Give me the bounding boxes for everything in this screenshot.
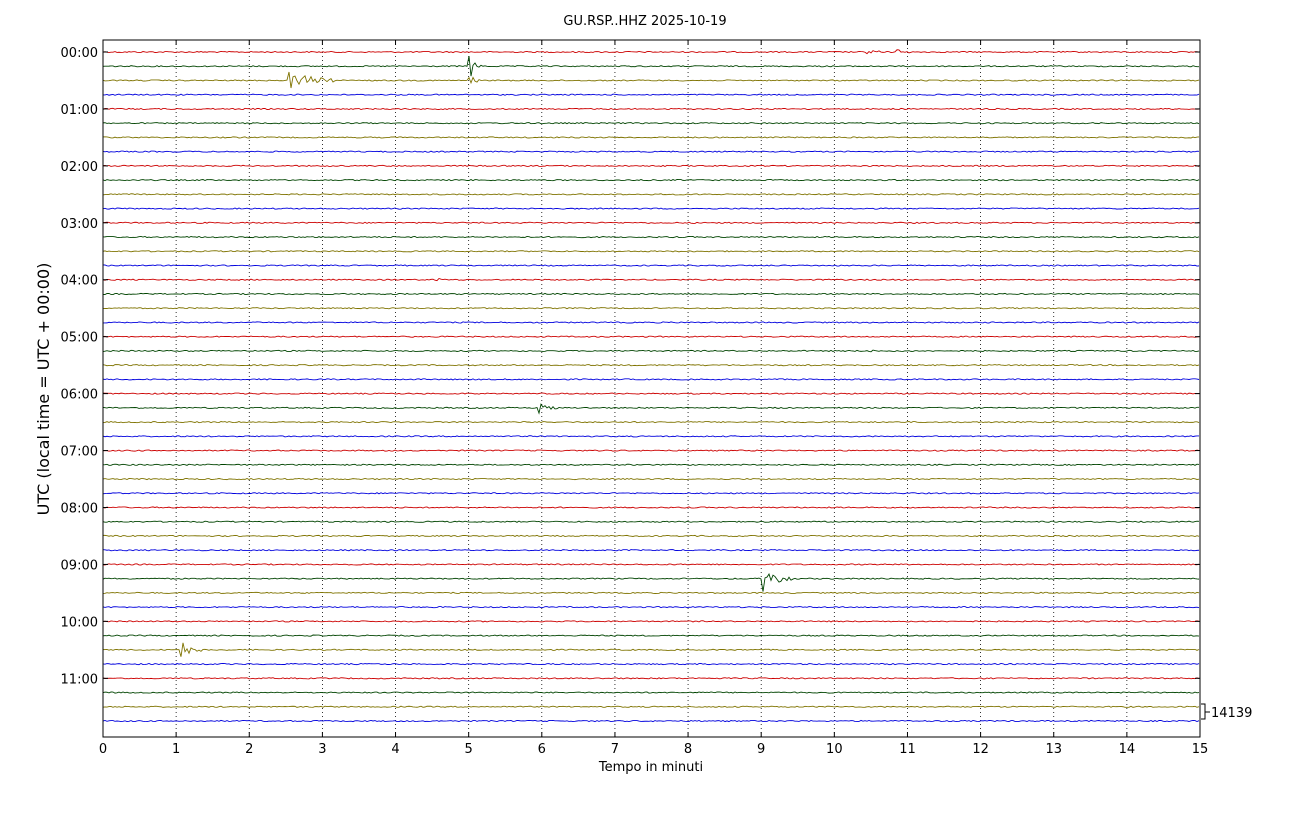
y-tick-label: 11:00 (61, 672, 98, 687)
trace-line (102, 235, 1200, 239)
trace-line (102, 292, 1200, 296)
y-tick-label: 09:00 (61, 558, 98, 573)
trace-line (102, 71, 1200, 89)
trace-line (102, 403, 1200, 415)
x-axis-label: Tempo in minuti (598, 760, 703, 775)
x-tick-label: 12 (972, 742, 989, 757)
trace-line (102, 463, 1200, 466)
trace-line (102, 591, 1200, 594)
trace-line (102, 719, 1200, 723)
trace-line (102, 164, 1200, 167)
y-tick-label: 08:00 (61, 501, 98, 516)
trace-line (102, 321, 1200, 324)
trace-line (102, 179, 1200, 182)
trace-line (102, 250, 1200, 253)
y-tick-label: 06:00 (61, 388, 98, 403)
trace-line (102, 221, 1200, 224)
x-tick-label: 0 (99, 742, 107, 757)
trace-line (102, 364, 1200, 367)
trace-line (102, 150, 1200, 153)
x-tick-label: 15 (1192, 742, 1209, 757)
y-tick-label: 07:00 (61, 445, 98, 460)
trace-line (102, 620, 1200, 623)
trace-line (102, 506, 1200, 509)
trace-line (102, 122, 1200, 125)
x-tick-label: 6 (538, 742, 546, 757)
trace-line (102, 606, 1200, 609)
y-tick-label: 02:00 (61, 160, 98, 175)
trace-line (102, 477, 1200, 481)
y-tick-label: 04:00 (61, 274, 98, 289)
trace-line (102, 705, 1200, 708)
seismic-traces (102, 49, 1200, 723)
x-tick-label: 5 (465, 742, 473, 757)
trace-line (102, 277, 1200, 282)
trace-line (102, 677, 1200, 680)
trace-line (102, 107, 1200, 111)
x-tick-label: 4 (391, 742, 399, 757)
trace-line (102, 662, 1200, 666)
x-tick-label: 1 (172, 742, 180, 757)
trace-line (102, 642, 1200, 657)
x-tick-label: 2 (245, 742, 253, 757)
x-tick-label: 10 (826, 742, 843, 757)
y-axis-label: UTC (local time = UTC + 00:00) (34, 263, 53, 516)
trace-line (103, 534, 1200, 538)
trace-line (102, 93, 1200, 96)
plot-frame (102, 39, 1201, 738)
y-axis-ticks: 00:00 01:00 02:00 03:00 04:00 05:00 06:00 07:00… (61, 46, 1200, 687)
trace-line (102, 207, 1200, 210)
trace-line (102, 691, 1200, 694)
trace-line (102, 49, 1200, 55)
x-axis-ticks: 0 1 2 3 4 5 6 7 8 9 10 11 12 13 14 15 (99, 40, 1208, 757)
y-tick-label: 01:00 (61, 103, 98, 118)
trace-line (102, 136, 1200, 139)
scale-bar: 14139 (1201, 703, 1252, 721)
trace-line (102, 378, 1200, 381)
trace-line (102, 573, 1200, 592)
x-tick-label: 7 (611, 742, 619, 757)
trace-line (102, 55, 1200, 77)
trace-line (102, 335, 1200, 338)
trace-line (102, 392, 1200, 395)
y-tick-label: 03:00 (61, 217, 98, 232)
trace-line (102, 520, 1200, 523)
y-tick-label: 10:00 (61, 615, 98, 630)
chart-title: GU.RSP..HHZ 2025-10-19 (563, 14, 726, 29)
trace-line (102, 193, 1200, 196)
trace-line (102, 307, 1200, 310)
y-tick-label: 00:00 (61, 46, 98, 61)
trace-line (102, 634, 1200, 637)
trace-line (102, 435, 1200, 438)
scale-bar-label: 14139 (1211, 706, 1252, 721)
y-tick-label: 05:00 (61, 331, 98, 346)
x-tick-label: 13 (1045, 742, 1062, 757)
trace-line (102, 492, 1200, 495)
trace-line (102, 449, 1200, 452)
x-tick-label: 8 (684, 742, 692, 757)
trace-line (103, 563, 1200, 566)
trace-line (102, 549, 1200, 552)
x-tick-label: 9 (757, 742, 765, 757)
trace-line (102, 349, 1200, 353)
trace-line (102, 421, 1200, 424)
x-tick-label: 11 (899, 742, 916, 757)
x-tick-label: 14 (1119, 742, 1136, 757)
x-tick-label: 3 (318, 742, 326, 757)
trace-line (102, 264, 1200, 267)
